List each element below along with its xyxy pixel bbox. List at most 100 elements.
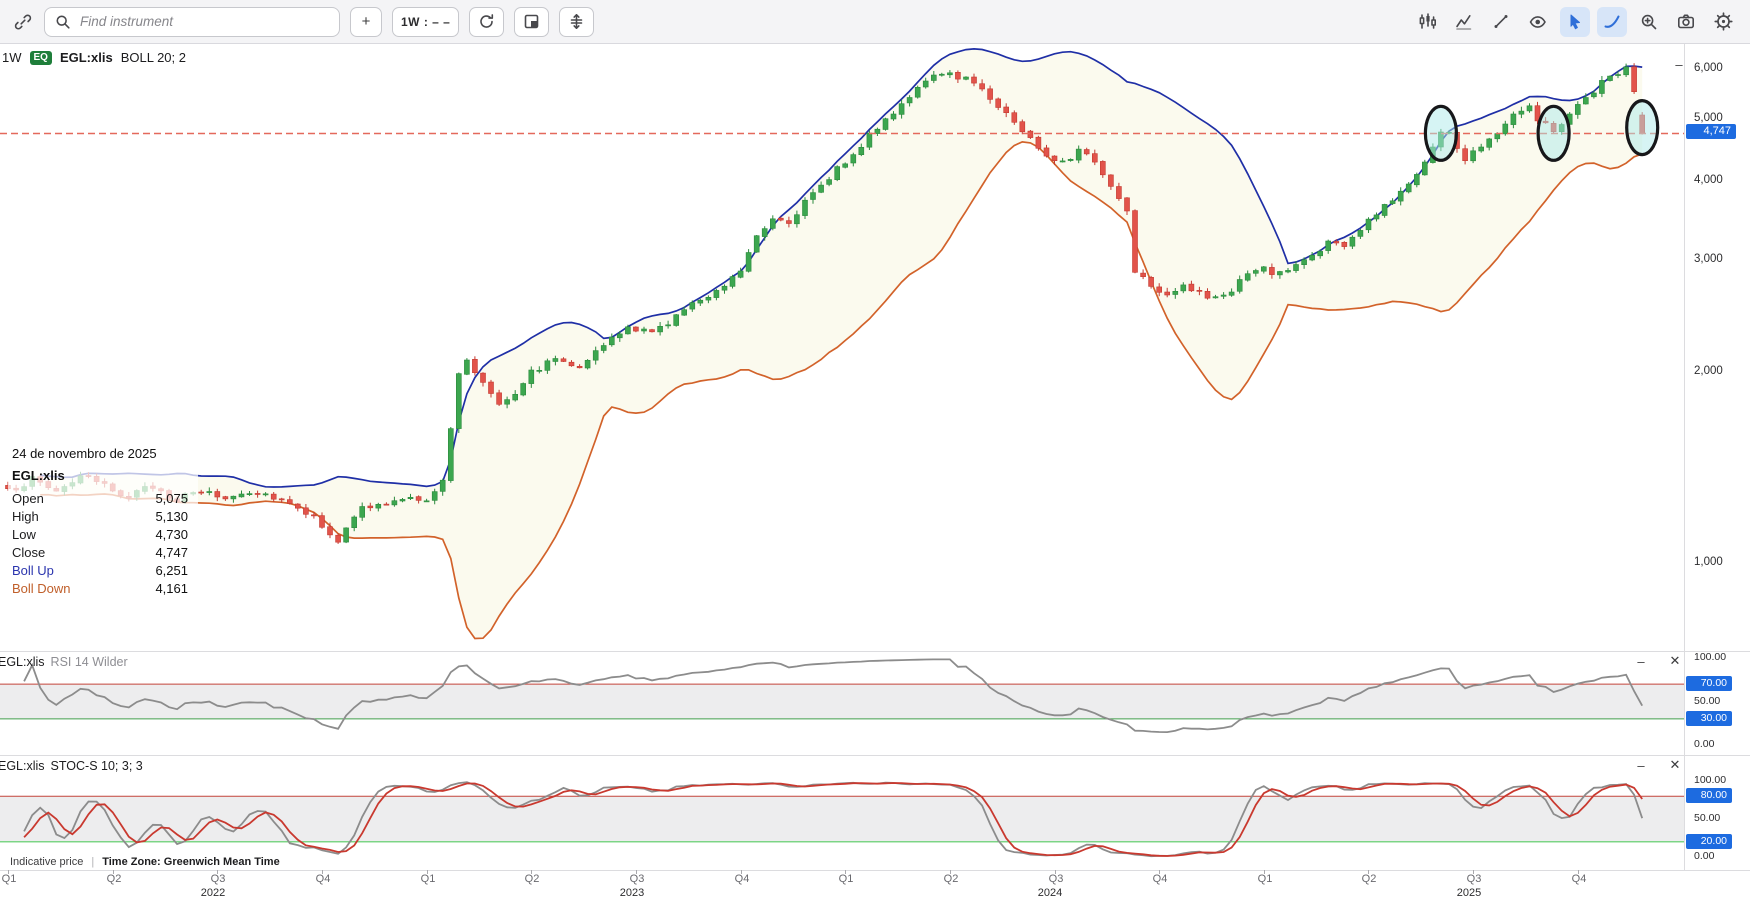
chart-style-icon[interactable] [1449, 7, 1479, 37]
rsi-axis-label: 100.00 [1694, 651, 1727, 663]
search-icon [55, 14, 71, 30]
rsi-pane[interactable] [0, 651, 1750, 755]
rsi-line [23, 658, 1643, 734]
curve-tool-icon[interactable] [1597, 6, 1627, 37]
period-style-button[interactable]: 1W : – – [392, 6, 460, 37]
add-instrument-button[interactable]: + [350, 6, 382, 37]
main-legend: 1W EQ EGL:xlis BOLL 20; 2 [2, 50, 186, 65]
quarter-label: Q1 [420, 873, 436, 885]
price-pane[interactable] [0, 44, 1750, 651]
y-scale-button[interactable] [559, 6, 595, 37]
cursor-tool-icon[interactable] [1560, 6, 1590, 37]
toolbar: + 1W : – – [0, 0, 1750, 44]
stoch-symbol: EGL:xlis [0, 759, 45, 773]
hover-row-low: Low 4,730 [12, 527, 188, 542]
legend-symbol[interactable]: EGL:xlis [59, 50, 113, 65]
time-axis-tick [322, 870, 323, 874]
quarter-label: Q4 [315, 873, 331, 885]
time-axis-tick [113, 870, 114, 874]
time-axis-tick [217, 870, 218, 874]
stoch-pane[interactable] [0, 755, 1750, 859]
candles [5, 63, 1645, 544]
stoch-level-badge: 20.00 [1686, 834, 1732, 849]
time-axis-tick [1578, 870, 1579, 874]
hover-row-open: Open 5,075 [12, 491, 188, 506]
rsi-axis-label: 0.00 [1694, 738, 1715, 750]
pane-divider[interactable] [0, 651, 1750, 652]
hover-row-boll-down: Boll Down 4,161 [12, 581, 188, 596]
price-axis-label[interactable]: 1,000 [1694, 556, 1723, 568]
quarter-label: Q3 [1048, 873, 1064, 885]
rsi-level-badge: 70.00 [1686, 676, 1732, 691]
time-axis-line [0, 870, 1750, 871]
rsi-minimize-button[interactable]: – [1637, 653, 1645, 669]
ellipse-annotation-1[interactable] [1423, 104, 1459, 162]
footer-separator: | [91, 856, 95, 868]
price-axis-border [1684, 44, 1685, 870]
quarter-label: Q4 [1571, 873, 1587, 885]
time-axis-tick [427, 870, 428, 874]
quarter-label: Q1 [838, 873, 854, 885]
stoch-study[interactable]: STOC-S 10; 3; 3 [50, 759, 143, 773]
search-input[interactable] [78, 13, 329, 30]
hover-symbol: EGL:xlis [12, 468, 65, 483]
price-axis-label[interactable]: 4,000 [1694, 174, 1723, 186]
time-axis-tick [636, 870, 637, 874]
year-label: 2025 [1456, 887, 1482, 899]
time-axis-tick [1055, 870, 1056, 874]
snapshot-icon[interactable] [1671, 7, 1701, 37]
zoom-in-icon[interactable] [1634, 7, 1664, 37]
pane-divider[interactable] [0, 755, 1750, 756]
trendline-icon[interactable] [1486, 7, 1516, 37]
time-axis-tick [950, 870, 951, 874]
link-icon[interactable] [12, 11, 34, 33]
price-axis-label[interactable]: 3,000 [1694, 253, 1723, 265]
legend-interval: 1W [2, 50, 22, 65]
quarter-label: Q3 [210, 873, 226, 885]
indicators-icon[interactable] [1412, 7, 1442, 37]
refresh-button[interactable] [469, 6, 505, 37]
search-box[interactable] [44, 6, 340, 37]
ellipse-annotation-3[interactable] [1625, 98, 1660, 157]
rsi-study[interactable]: RSI 14 Wilder [50, 655, 128, 669]
ellipse-annotation-2[interactable] [1536, 104, 1571, 162]
year-label: 2023 [619, 887, 645, 899]
hover-data-panel: 24 de novembro de 2025 EGL:xlis Open 5,07… [8, 440, 198, 606]
stoch-minimize-button[interactable]: – [1637, 757, 1645, 773]
exchange-badge: EQ [29, 50, 52, 65]
time-axis-tick [1159, 870, 1160, 874]
refresh-icon [478, 13, 495, 30]
time-axis-tick [741, 870, 742, 874]
visibility-icon[interactable] [1523, 7, 1553, 37]
stoch-d-line [23, 782, 1643, 857]
chart-area: 1W EQ EGL:xlis BOLL 20; 2 – 24 de novemb… [0, 44, 1750, 906]
year-label: 2024 [1037, 887, 1063, 899]
quarter-label: Q1 [1, 873, 17, 885]
price-axis-label[interactable]: 6,000 [1694, 62, 1723, 74]
time-axis-tick [1264, 870, 1265, 874]
time-axis-tick [8, 870, 9, 874]
settings-icon[interactable] [1708, 7, 1738, 37]
hover-row-boll-up: Boll Up 6,251 [12, 563, 188, 578]
rsi-level-badge: 30.00 [1686, 711, 1732, 726]
hover-date: 24 de novembro de 2025 [12, 446, 157, 461]
stoch-close-button[interactable]: ✕ [1669, 757, 1681, 772]
main-minimize-button[interactable]: – [1675, 56, 1683, 72]
stoch-level-badge: 80.00 [1686, 788, 1732, 803]
layout-icon [523, 13, 540, 30]
layout-button[interactable] [514, 6, 550, 37]
hover-row-high: High 5,130 [12, 509, 188, 524]
quarter-label: Q4 [1152, 873, 1168, 885]
timezone-note: Time Zone: Greenwich Mean Time [102, 856, 280, 868]
price-axis-label[interactable]: 2,000 [1694, 365, 1723, 377]
quarter-label: Q3 [1466, 873, 1482, 885]
price-axis-label[interactable]: 5,000 [1694, 112, 1723, 124]
legend-study[interactable]: BOLL 20; 2 [120, 50, 186, 65]
chart-tools [1412, 6, 1738, 37]
rsi-close-button[interactable]: ✕ [1669, 653, 1681, 668]
stoch-axis-label: 50.00 [1694, 812, 1721, 824]
quarter-label: Q2 [106, 873, 122, 885]
rsi-symbol: EGL:xlis [0, 655, 45, 669]
quarter-label: Q2 [943, 873, 959, 885]
hover-row-close: Close 4,747 [12, 545, 188, 560]
